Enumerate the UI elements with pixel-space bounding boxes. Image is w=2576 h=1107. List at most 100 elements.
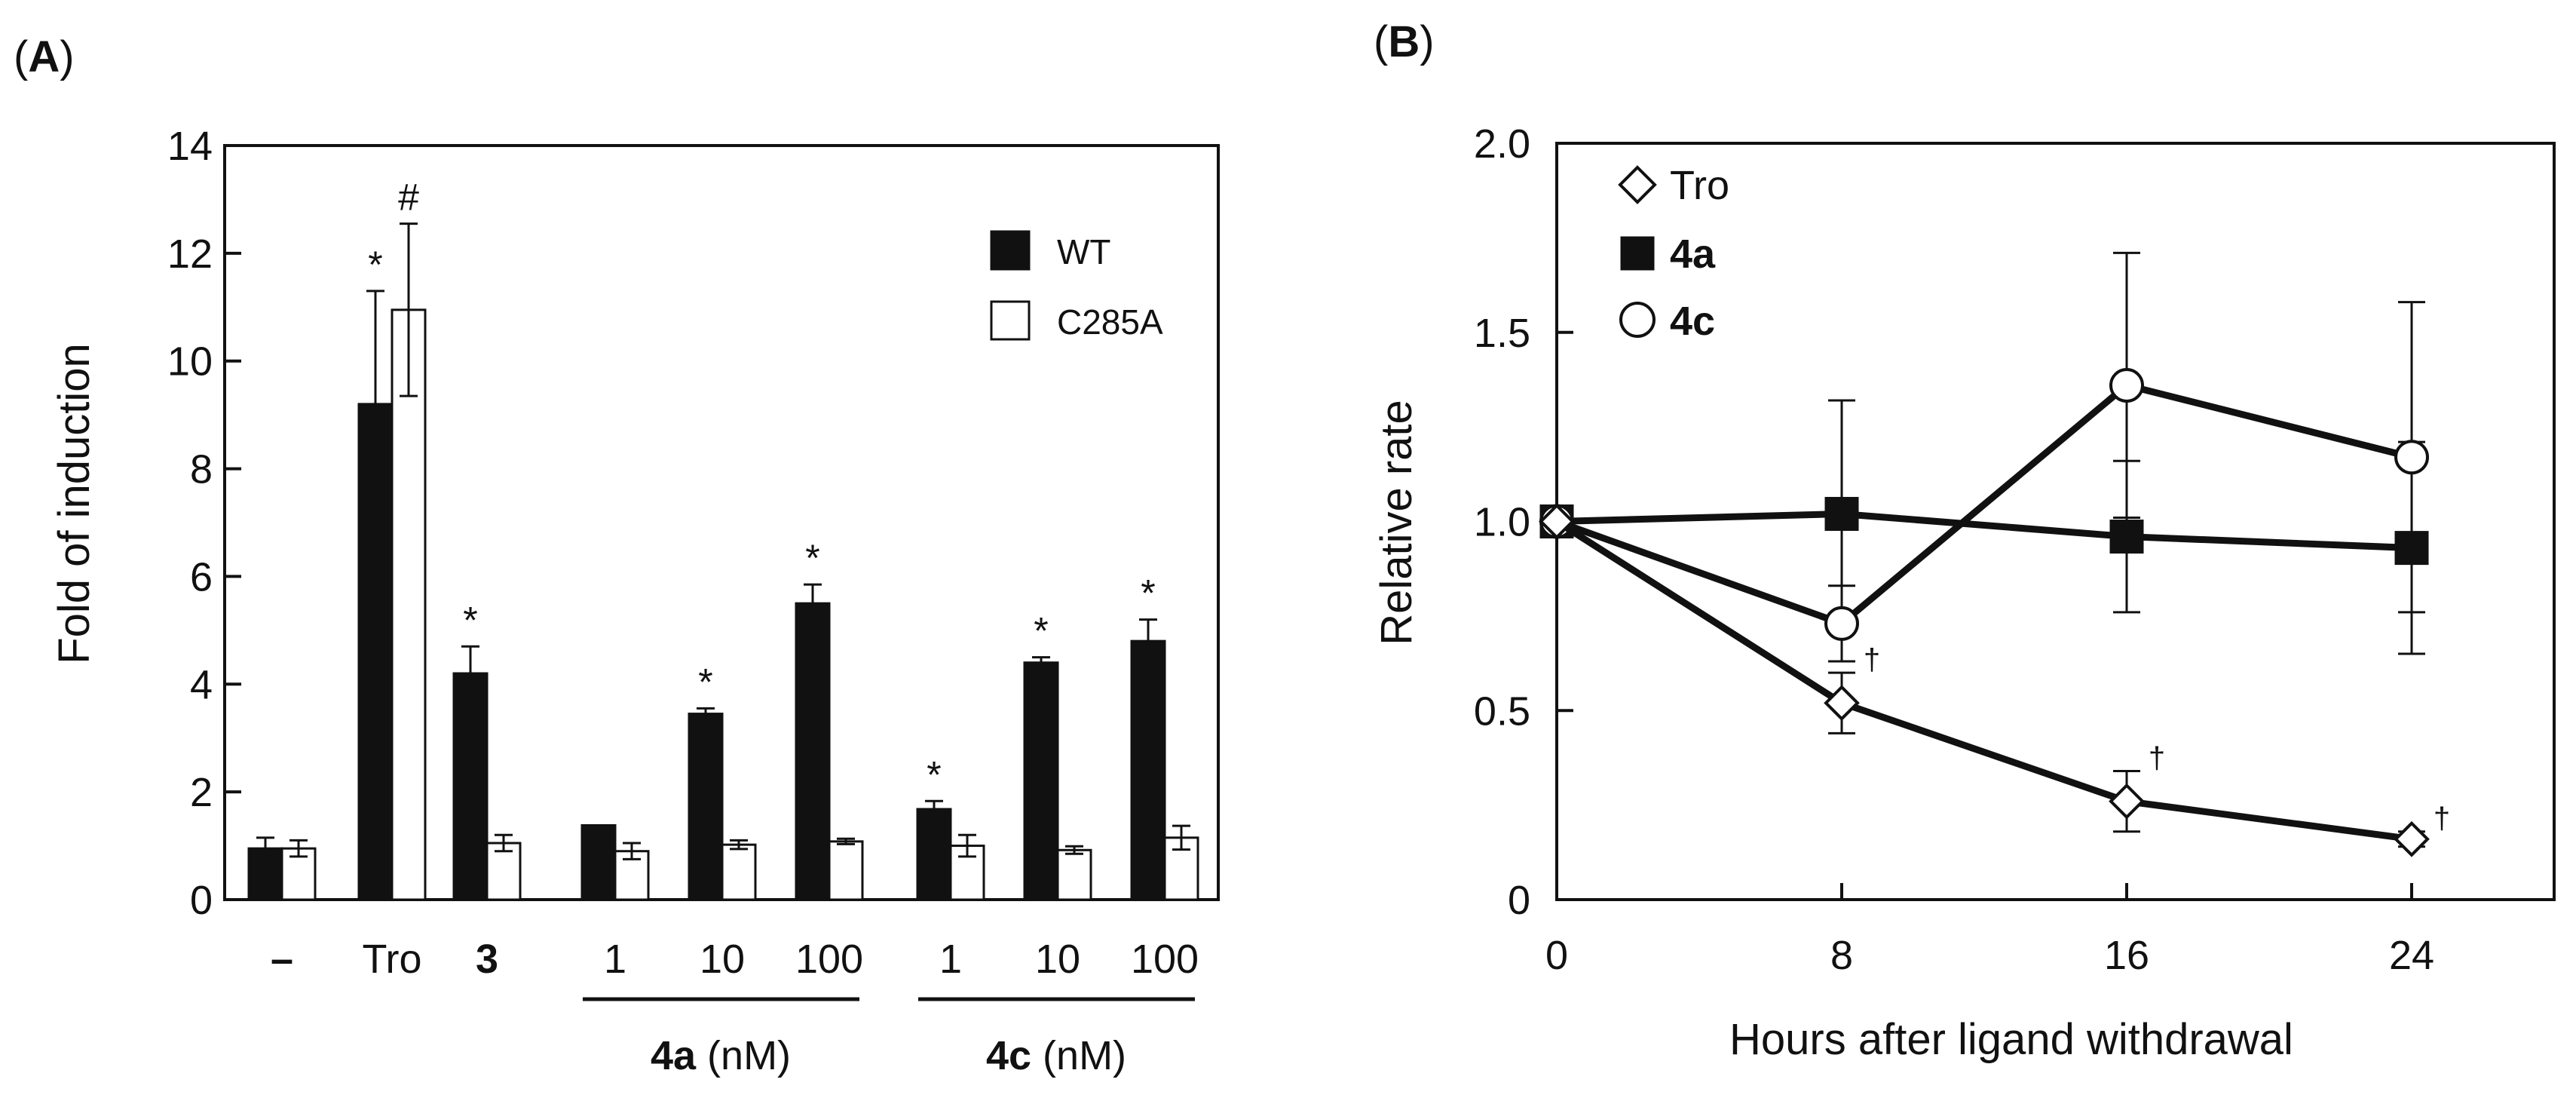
legend-label-tro: Tro [1670,163,1729,208]
panel-a-y-ticks: 0 2 4 6 8 10 12 14 [167,124,241,923]
bar-wt-6 [795,602,831,901]
point-tro-8h [1824,685,1860,722]
sig-wt-2: * [368,244,382,286]
b-x-tick-label-0: 0 [1545,933,1568,978]
b-y-tick-label-0.5: 0.5 [1474,688,1530,734]
bar-group-4 [580,823,650,901]
bar-wt-7 [916,808,952,901]
b-y-tick-label-0: 0 [1508,878,1530,923]
point-tro-0h [1539,503,1575,540]
bar-group-8: * [1023,610,1092,901]
line-4c [1555,382,2413,627]
panel-b: (B) Relative rate Hours after ligand wit… [1372,17,2556,1064]
bar-c285a-2 [391,308,427,901]
b-y-tick-label-1.0: 1.0 [1474,500,1530,545]
bar-c285a-6 [828,840,864,901]
bracket-label-4a: 4a (nM) [651,1033,791,1078]
y-tick-label-10: 10 [167,339,213,385]
point-4c-16h [2109,367,2144,403]
dagger-tro-24h: † [2434,802,2450,836]
x-label-8: 10 [1035,937,1080,982]
legend-label-c285a: C285A [1057,302,1163,342]
y-tick-label-2: 2 [190,770,213,815]
b-y-tick-label-1.5: 1.5 [1474,311,1530,356]
x-label-3: 3 [476,937,498,982]
panel-b-y-ticks: 0 0.5 1.0 1.5 2.0 [1474,121,1573,923]
bar-group-7: * [916,753,985,901]
point-4c-24h [2394,440,2429,475]
legend-label-4a: 4a [1670,232,1716,277]
legend-marker-4c [1619,302,1656,338]
panel-a-legend: WT C285A [990,230,1163,342]
bar-group-1 [247,836,317,901]
panel-a-bars: *#****** [247,176,1199,901]
line-4a [1556,510,2412,552]
dagger-tro-16h: † [2149,741,2165,774]
panel-b-label: (B) [1374,17,1435,66]
line-tro [1554,518,2412,843]
point-4c-8h [1824,606,1859,641]
y-tick-label-4: 4 [190,662,213,707]
bar-c285a-5 [721,843,757,901]
legend-marker-tro [1618,165,1657,204]
panel-a-bracket-4a: 4a (nM) [583,997,859,1078]
sig-wt-8: * [1034,610,1048,652]
legend-marker-4a [1620,236,1655,271]
bar-wt-4 [580,823,617,901]
x-label-6: 100 [795,937,863,982]
bar-wt-5 [688,713,724,901]
x-label-4: 1 [604,937,626,982]
panel-b-x-axis-title: Hours after ligand withdrawal [1729,1015,2293,1064]
bar-group-9: * [1130,572,1199,901]
x-label-2: Tro [363,937,422,982]
y-tick-label-8: 8 [190,447,213,492]
bar-wt-2 [357,403,394,901]
bar-wt-1 [247,847,283,901]
y-tick-label-14: 14 [167,124,213,169]
x-label-7: 1 [939,937,962,982]
bar-group-6: * [795,537,864,901]
bar-wt-3 [452,672,489,901]
panel-b-series: † † † [1539,251,2450,857]
panel-b-y-axis-title: Relative rate [1372,400,1421,645]
sig-wt-6: * [805,537,819,579]
bar-group-3: * [452,599,522,901]
dagger-tro-8h: † [1864,643,1880,676]
legend-label-wt: WT [1057,232,1111,271]
y-tick-label-6: 6 [190,554,213,599]
bar-c285a-8 [1056,848,1092,901]
series-tro: † † † [1539,503,2450,857]
b-x-tick-label-8: 8 [1830,933,1853,978]
bar-wt-8 [1023,661,1059,901]
series-4a [1539,399,2429,655]
point-4a-8h [1824,496,1859,531]
sig-wt-3: * [463,599,477,641]
point-tro-16h [2109,783,2145,820]
bar-group-2: *# [357,176,427,901]
legend-swatch-c285a [990,300,1031,341]
point-tro-24h [2394,820,2430,857]
b-y-tick-label-2.0: 2.0 [1474,121,1530,167]
legend-swatch-wt [990,230,1031,271]
b-x-tick-label-16: 16 [2104,933,2149,978]
sig-wt-7: * [927,753,941,796]
sig-wt-5: * [698,661,712,703]
legend-label-4c: 4c [1670,299,1715,344]
bar-c285a-1 [280,847,317,901]
panel-a-bracket-4c: 4c (nM) [918,997,1195,1078]
bracket-label-4c: 4c (nM) [986,1033,1126,1078]
x-label-1: – [271,937,293,982]
panel-a-x-labels: – Tro 3 1 10 100 1 10 100 [271,937,1199,982]
panel-a-label: (A) [14,32,75,81]
panel-b-x-ticks: 0 8 16 24 [1545,883,2434,978]
point-4a-16h [2109,520,2144,554]
sig-c285a-2: # [398,176,419,219]
panel-a-y-axis-title: Fold of induction [50,343,99,664]
bar-c285a-9 [1163,836,1199,901]
y-tick-label-0: 0 [190,878,213,923]
bar-wt-9 [1130,639,1166,901]
x-label-9: 100 [1131,937,1199,982]
x-label-5: 10 [700,937,745,982]
